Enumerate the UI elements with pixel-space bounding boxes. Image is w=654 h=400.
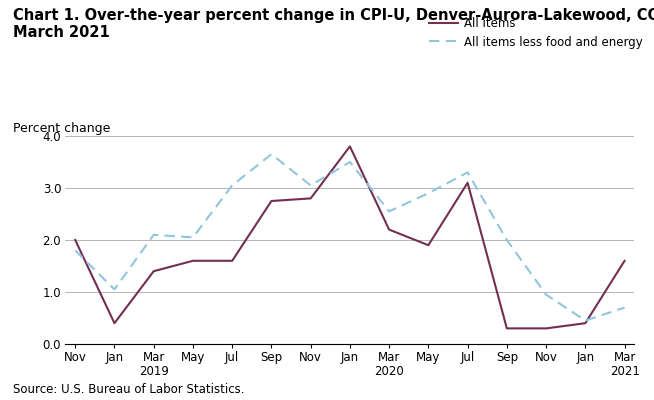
Text: Source: U.S. Bureau of Labor Statistics.: Source: U.S. Bureau of Labor Statistics. xyxy=(13,383,245,396)
Text: Percent change: Percent change xyxy=(13,122,111,135)
Text: Chart 1. Over-the-year percent change in CPI-U, Denver-Aurora-Lakewood, CO, Nove: Chart 1. Over-the-year percent change in… xyxy=(13,8,654,40)
Legend: All items, All items less food and energy: All items, All items less food and energ… xyxy=(424,12,647,53)
